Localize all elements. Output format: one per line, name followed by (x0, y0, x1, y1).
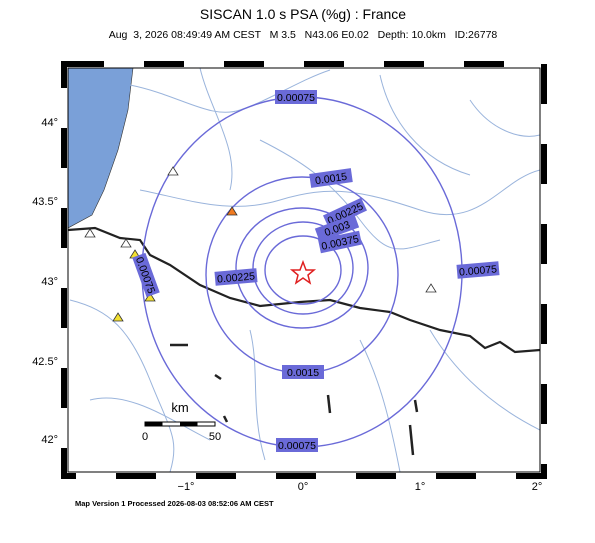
map-subtitle: Aug 3, 2026 08:49:49 AM CEST M 3.5 N43.0… (109, 29, 498, 41)
lon-label: 0° (298, 481, 309, 493)
contour-label-box (275, 90, 317, 104)
rivers (69, 68, 540, 472)
contour-label-box (309, 168, 353, 188)
lon-label: −1° (178, 481, 195, 493)
contour-label-box (314, 214, 360, 242)
lon-label: 2° (532, 481, 543, 493)
contour-label-box (132, 252, 160, 298)
contour-label-box (276, 438, 318, 452)
footer: Map Version 1 Processed 2026-08-03 08:52… (75, 499, 274, 508)
lat-label: 42° (41, 434, 58, 446)
contour-label: 0.00075 (276, 438, 318, 452)
map-title: SISCAN 1.0 s PSA (%g) : France (200, 6, 406, 22)
contour-label: 0.0015 (282, 365, 324, 379)
scale-start: 0 (142, 431, 148, 443)
contour-label-text: 0.00075 (459, 263, 498, 278)
contour-label-box (282, 365, 324, 379)
contour-label: 0.00075 (456, 261, 500, 279)
contour-label-box (456, 261, 500, 279)
lat-label: 44° (41, 117, 58, 129)
lat-label: 43° (41, 276, 58, 288)
border (68, 226, 540, 354)
scale-unit: km (171, 400, 188, 415)
contour-label-text: 0.0015 (287, 367, 319, 379)
scale-end: 50 (209, 431, 221, 443)
lon-label: 1° (415, 481, 426, 493)
lat-label: 43.5° (32, 196, 58, 208)
frame (67, 67, 541, 473)
epicenter (289, 259, 317, 285)
contour-label: 0.00075 (275, 90, 317, 104)
contour-label-text: 0.00225 (217, 270, 256, 285)
scale-bar: km 0 50 (142, 400, 221, 443)
contour-label-box (214, 268, 258, 286)
contour-label-text: 0.00075 (277, 92, 315, 104)
frame-border (61, 61, 547, 479)
contour-label: 0.00225 (214, 268, 258, 286)
contour-label: 0.0015 (309, 168, 353, 188)
lat-label: 42.5° (32, 356, 58, 368)
contour-label-box (318, 230, 362, 254)
contour-label-box (323, 197, 367, 229)
lakes (170, 343, 419, 456)
sea (68, 68, 134, 229)
contour-label-text: 0.0015 (314, 171, 348, 187)
contour-label-text: 0.00075 (278, 440, 316, 452)
